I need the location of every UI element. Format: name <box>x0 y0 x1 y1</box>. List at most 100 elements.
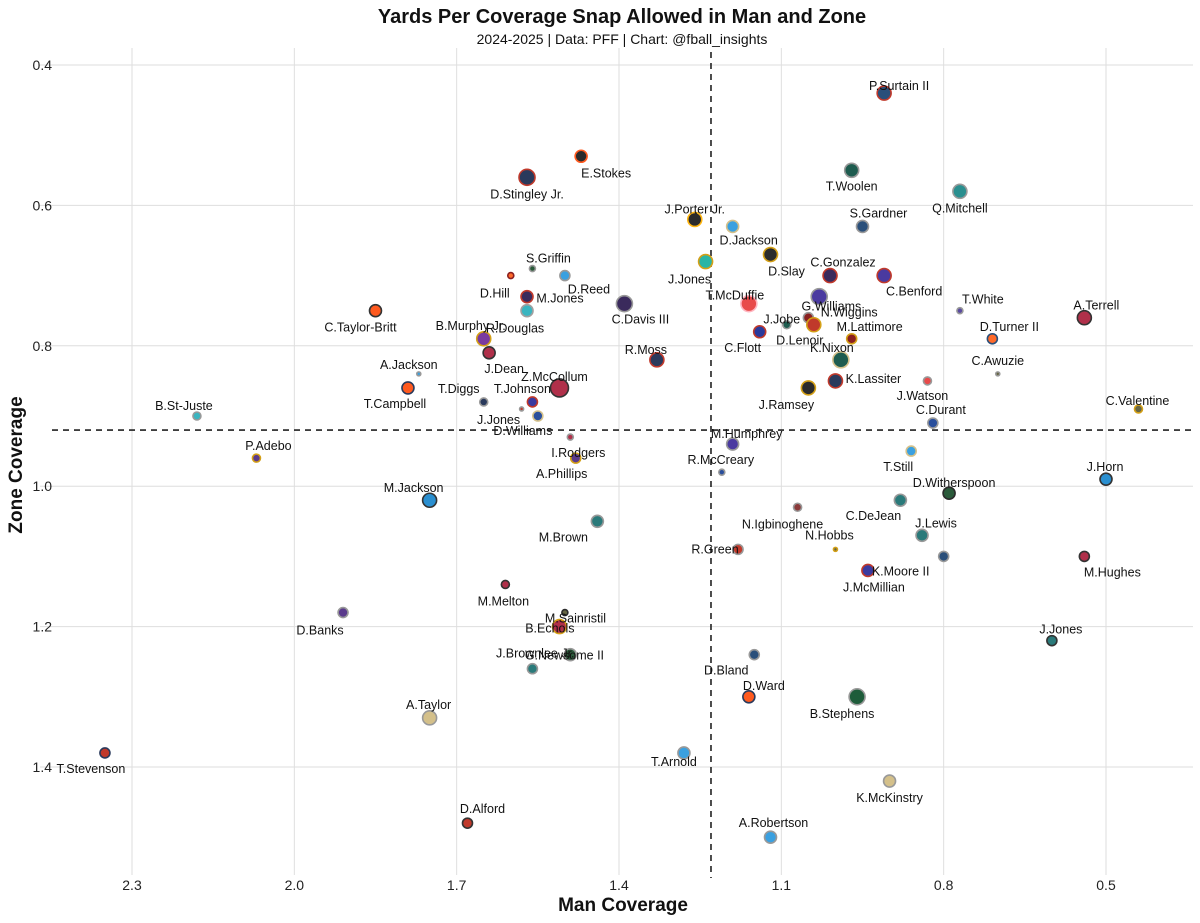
point-label: D.Ward <box>743 679 785 693</box>
point-label: S.Griffin <box>526 252 571 266</box>
data-point <box>421 492 438 509</box>
point-label: A.Robertson <box>739 816 809 830</box>
point-label: G.Williams <box>802 300 862 314</box>
data-point <box>563 647 578 662</box>
point-label: R.McCreary <box>687 453 754 467</box>
point-label: D.Jackson <box>719 233 777 247</box>
data-point <box>526 662 539 675</box>
point-label: D.Witherspoon <box>913 476 996 490</box>
data-point <box>781 319 792 330</box>
data-point <box>401 381 415 395</box>
point-label: B.Murphy Jr. <box>436 319 506 333</box>
point-label: J.McMillian <box>843 580 905 594</box>
data-point <box>843 162 860 179</box>
data-point <box>561 608 569 617</box>
data-point <box>922 376 933 386</box>
point-label: N.Hobbs <box>805 528 854 542</box>
point-label: J.Jobe <box>763 313 800 327</box>
point-label: C.Davis III <box>612 313 670 327</box>
data-point <box>615 294 634 313</box>
x-tick-label: 1.4 <box>609 877 629 893</box>
data-point <box>827 373 844 389</box>
x-tick-label: 0.5 <box>1096 877 1116 893</box>
point-label: A.Jackson <box>380 358 438 372</box>
data-point <box>748 648 761 661</box>
data-point <box>725 219 740 234</box>
point-label: M.Melton <box>478 594 529 608</box>
point-label: T.Arnold <box>651 755 697 769</box>
point-label: B.Echols <box>525 622 574 636</box>
point-label: D.Alford <box>460 802 505 816</box>
point-label: C.Benford <box>886 285 942 299</box>
data-point <box>574 149 588 164</box>
y-tick-label: 0.6 <box>33 197 53 213</box>
data-point <box>822 267 838 284</box>
data-point <box>876 267 892 284</box>
point-label: D.Slay <box>768 265 806 279</box>
point-label: D.Lenoir <box>776 334 823 348</box>
data-points <box>99 85 1144 845</box>
point-label: Q.Mitchell <box>932 201 988 215</box>
point-label: C.Flott <box>724 341 761 355</box>
data-point <box>740 294 758 313</box>
point-label: Z.McCollum <box>521 370 588 384</box>
point-label: J.Ramsey <box>759 398 815 412</box>
data-point <box>800 380 817 396</box>
point-label: J.Jones <box>477 413 520 427</box>
point-label: C.DeJean <box>846 509 902 523</box>
data-point <box>855 219 870 234</box>
point-label: M.Brown <box>539 530 588 544</box>
x-tick-label: 1.1 <box>772 877 792 893</box>
data-point <box>994 371 1001 377</box>
point-label: R.Douglas <box>486 322 544 336</box>
x-tick-label: 0.8 <box>934 877 954 893</box>
y-tick-label: 0.4 <box>33 57 53 73</box>
data-point <box>937 550 950 563</box>
data-point <box>518 406 525 412</box>
point-label: A.Terrell <box>1073 299 1119 313</box>
data-point <box>461 817 474 829</box>
data-point <box>942 486 956 501</box>
point-label: J.Jones <box>668 273 711 287</box>
data-point <box>861 563 875 578</box>
data-point <box>927 417 939 429</box>
point-label: D.Reed <box>568 283 610 297</box>
data-point <box>549 378 570 398</box>
point-label: J.Porter Jr. <box>665 202 725 216</box>
point-label: N.Wiggins <box>821 306 878 320</box>
data-point <box>686 211 703 228</box>
data-point <box>732 543 744 556</box>
point-label: M.Sainristil <box>545 612 606 626</box>
chart-title: Yards Per Coverage Snap Allowed in Man a… <box>378 6 866 28</box>
data-point <box>520 303 534 318</box>
data-point <box>559 269 571 282</box>
point-label: B.St-Juste <box>155 399 213 413</box>
data-point <box>832 351 850 369</box>
data-point <box>1133 404 1144 414</box>
data-point <box>956 306 964 315</box>
point-label: G.Newsome II <box>525 649 604 663</box>
point-label: C.Valentine <box>1106 394 1170 408</box>
point-label: P.Adebo <box>245 439 291 453</box>
point-label: T.Woolen <box>826 179 878 193</box>
y-tick-label: 1.4 <box>33 759 53 775</box>
data-point <box>742 689 756 704</box>
data-point <box>506 271 515 280</box>
data-point <box>566 433 575 441</box>
data-point <box>848 687 866 706</box>
y-tick-label: 1.0 <box>33 478 53 494</box>
x-tick-label: 2.0 <box>285 877 305 893</box>
point-label: C.Durant <box>916 403 967 417</box>
point-label: A.Phillips <box>536 467 587 481</box>
point-label: P.Surtain II <box>869 79 929 93</box>
data-point <box>677 746 691 760</box>
data-point <box>792 502 803 513</box>
point-label: K.Nixon <box>810 341 854 355</box>
data-point <box>1078 550 1091 563</box>
point-label: I.Rodgers <box>551 446 605 460</box>
point-label: J.Brownlee Jr. <box>496 647 575 661</box>
data-point <box>893 493 908 508</box>
data-point <box>718 468 726 476</box>
point-label: T.McDuffie <box>705 289 764 303</box>
data-point <box>528 264 537 273</box>
